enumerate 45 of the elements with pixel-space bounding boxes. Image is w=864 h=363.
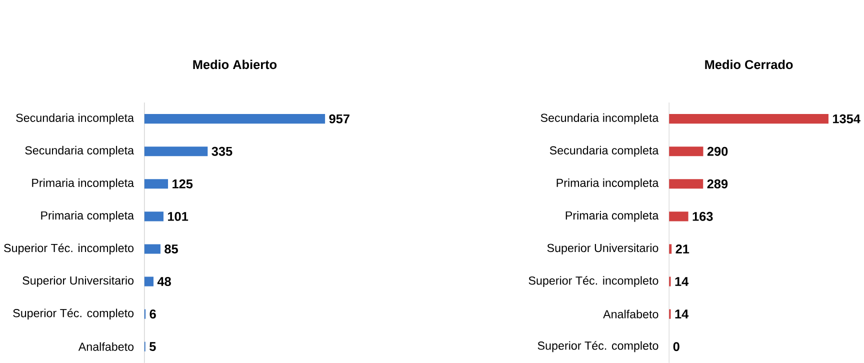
data-label: 335: [212, 146, 232, 156]
data-label: 290: [707, 146, 728, 156]
y-tick-label: Secundaria incompleta: [540, 113, 659, 124]
bar: [144, 179, 168, 189]
y-tick-label: Superior Téc. completo: [538, 341, 658, 352]
y-tick-label: Superior Téc. incompleto: [4, 243, 134, 254]
data-label: 14: [675, 310, 689, 318]
y-tick-label: Superior Universitario: [22, 276, 134, 287]
y-tick-label: Analfabeto: [78, 342, 134, 351]
data-label: 163: [692, 212, 713, 221]
data-label: 289: [707, 179, 728, 188]
y-tick-label: Secundaria completa: [25, 146, 134, 157]
data-label: 85: [164, 244, 178, 254]
data-label: 21: [676, 244, 690, 254]
y-tick-label: Secundaria incompleta: [16, 113, 134, 124]
data-label: 5: [150, 342, 156, 351]
bar: [669, 146, 704, 156]
y-tick-label: Superior Universitario: [547, 244, 658, 254]
y-tick-label: Superior Téc. completo: [13, 308, 134, 320]
data-label: 957: [329, 114, 350, 124]
y-tick-label: Analfabeto: [603, 310, 658, 318]
bar: [144, 212, 164, 222]
bar: [144, 276, 154, 286]
y-tick-label: Primaria incompleta: [32, 178, 134, 190]
data-label: 0: [673, 342, 680, 352]
data-label: 48: [157, 276, 171, 286]
y-tick-label: Secundaria completa: [550, 146, 659, 157]
bar: [669, 212, 688, 222]
bar: [669, 244, 672, 254]
data-label: 14: [675, 277, 689, 286]
data-label: 1354: [833, 114, 860, 124]
chart-title: Medio Cerrado: [705, 60, 793, 70]
bar: [669, 114, 828, 124]
bar: [669, 179, 704, 189]
y-tick-label: Primaria incompleta: [556, 178, 659, 190]
y-tick-label: Primaria completa: [566, 210, 659, 222]
data-label: 101: [168, 212, 188, 221]
data-label: 125: [172, 179, 193, 188]
bar: [144, 146, 208, 156]
data-label: 6: [150, 310, 156, 319]
y-tick-label: Primaria completa: [41, 210, 134, 222]
chart-title: Medio Abierto: [193, 60, 277, 70]
bar: [144, 114, 326, 124]
bar: [144, 244, 160, 254]
y-tick-label: Superior Téc. incompleto: [528, 276, 658, 287]
